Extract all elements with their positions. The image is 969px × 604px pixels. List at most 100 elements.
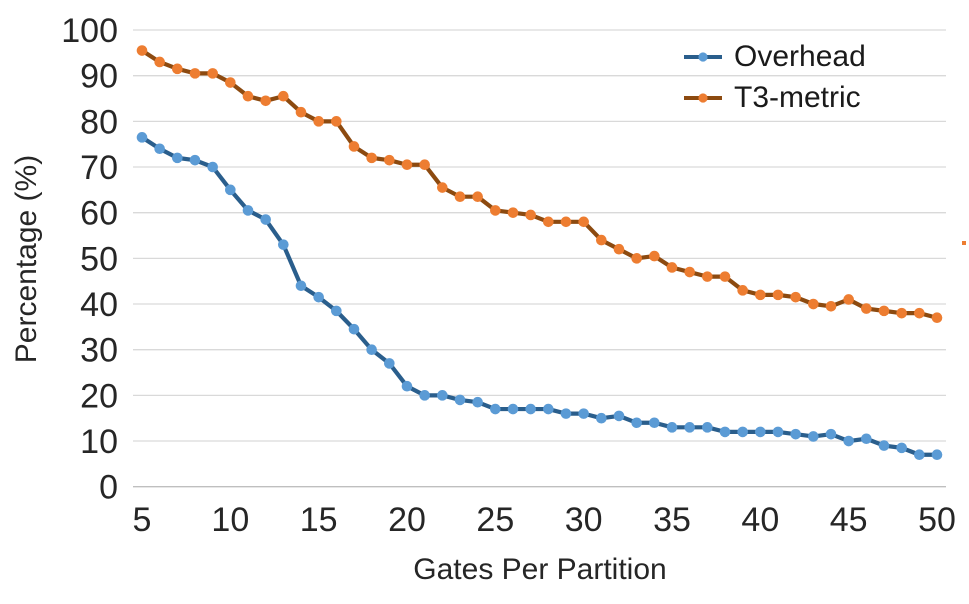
data-point-overhead-x35 <box>666 422 678 433</box>
y-tick-label-40: 40 <box>80 286 118 324</box>
data-point-t3-metric-x49 <box>914 307 925 319</box>
data-point-overhead-x34 <box>649 417 660 429</box>
data-point-overhead-x8 <box>189 154 201 166</box>
data-point-overhead-x23 <box>454 394 466 406</box>
data-point-t3-metric-x37 <box>702 271 713 282</box>
data-point-overhead-x12 <box>260 214 271 225</box>
data-point-overhead-x39 <box>737 426 748 438</box>
data-point-t3-metric-x30 <box>578 216 589 228</box>
data-point-t3-metric-x13 <box>278 90 289 102</box>
y-tick-label-10: 10 <box>80 423 118 461</box>
data-point-t3-metric-x26 <box>507 207 519 218</box>
gridlines <box>133 29 946 488</box>
data-point-t3-metric-x5 <box>136 45 148 56</box>
x-axis-title: Gates Per Partition <box>413 553 667 586</box>
y-axis-title: Percentage (%) <box>10 154 43 364</box>
data-point-overhead-x18 <box>366 344 377 355</box>
x-tick-label-5: 5 <box>133 501 152 539</box>
overhead-series-swatch-icon <box>684 52 722 62</box>
y-tick-label-50: 50 <box>80 240 118 278</box>
data-point-overhead-x47 <box>878 440 890 451</box>
y-tick-label-100: 100 <box>61 12 118 50</box>
y-tick-label-80: 80 <box>80 103 118 141</box>
data-point-overhead-x7 <box>172 152 183 164</box>
x-tick-label-30: 30 <box>565 501 603 539</box>
data-point-t3-metric-x10 <box>225 77 236 88</box>
data-point-overhead-x25 <box>490 403 501 415</box>
data-point-overhead-x9 <box>207 161 218 173</box>
data-point-t3-metric-x38 <box>719 271 731 282</box>
x-tick-label-45: 45 <box>830 501 868 539</box>
data-point-overhead-x31 <box>596 412 607 424</box>
data-point-overhead-x32 <box>613 410 625 422</box>
data-point-t3-metric-x29 <box>560 216 572 228</box>
data-point-t3-metric-x22 <box>437 182 448 193</box>
data-point-overhead-x10 <box>225 184 236 196</box>
y-tick-label-30: 30 <box>80 332 118 370</box>
data-point-t3-metric-x45 <box>843 294 854 305</box>
y-axis-tick-labels: 0 10 20 30 40 50 60 70 80 90 100 <box>61 12 118 507</box>
data-point-overhead-x5 <box>136 132 148 143</box>
data-point-overhead-x17 <box>348 323 360 335</box>
data-point-t3-metric-x7 <box>172 63 183 75</box>
y-tick-label-20: 20 <box>80 377 118 415</box>
data-point-t3-metric-x12 <box>260 95 271 107</box>
legend-label-t3-metric: T3-metric <box>734 81 861 114</box>
data-point-overhead-x14 <box>295 280 307 292</box>
x-tick-label-40: 40 <box>741 501 779 539</box>
data-point-t3-metric-x15 <box>313 116 324 127</box>
stray-orange-speck <box>962 241 966 245</box>
legend-item-overhead: Overhead <box>683 40 866 74</box>
data-point-t3-metric-x33 <box>631 253 642 264</box>
data-point-t3-metric-x35 <box>666 262 678 273</box>
legend-item-t3-metric: T3-metric <box>683 81 866 115</box>
data-point-overhead-x22 <box>437 390 448 401</box>
legend-label-overhead: Overhead <box>734 40 866 73</box>
data-point-t3-metric-x50 <box>931 312 943 324</box>
data-point-t3-metric-x40 <box>755 289 766 301</box>
data-point-overhead-x28 <box>543 403 554 415</box>
x-tick-label-15: 15 <box>300 501 338 539</box>
data-point-t3-metric-x16 <box>331 116 342 127</box>
data-point-t3-metric-x21 <box>419 159 430 171</box>
data-point-t3-metric-x34 <box>649 250 660 262</box>
data-point-t3-metric-x47 <box>878 305 890 317</box>
data-point-t3-metric-x43 <box>808 298 819 310</box>
data-point-overhead-x26 <box>507 403 519 415</box>
x-tick-label-25: 25 <box>476 501 514 539</box>
chart-legend: Overhead T3-metric <box>683 40 866 122</box>
data-point-overhead-x37 <box>702 422 713 433</box>
x-tick-label-10: 10 <box>211 501 249 539</box>
y-tick-label-70: 70 <box>80 149 118 187</box>
data-point-t3-metric-x48 <box>896 307 907 319</box>
data-point-overhead-x15 <box>313 291 324 303</box>
data-point-t3-metric-x44 <box>825 301 837 312</box>
data-point-overhead-x19 <box>384 358 395 369</box>
data-point-overhead-x16 <box>331 305 342 317</box>
data-point-overhead-x48 <box>896 442 907 454</box>
x-tick-label-50: 50 <box>918 501 956 539</box>
data-point-overhead-x36 <box>684 422 695 433</box>
data-point-t3-metric-x17 <box>348 141 360 152</box>
data-point-t3-metric-x39 <box>737 285 748 296</box>
data-point-overhead-x40 <box>755 426 766 438</box>
data-point-t3-metric-x28 <box>543 216 554 228</box>
x-tick-label-35: 35 <box>653 501 691 539</box>
data-point-overhead-x21 <box>419 390 430 401</box>
data-point-overhead-x20 <box>401 380 413 392</box>
data-point-t3-metric-x9 <box>207 68 218 79</box>
data-point-t3-metric-x42 <box>790 291 801 303</box>
series-line-overhead <box>139 135 940 457</box>
series-t3-metric <box>136 45 943 324</box>
data-point-t3-metric-x46 <box>861 303 872 314</box>
data-point-overhead-x27 <box>525 403 536 415</box>
data-point-t3-metric-x6 <box>154 56 165 68</box>
data-point-overhead-x44 <box>825 428 837 440</box>
data-point-t3-metric-x20 <box>401 159 413 171</box>
data-point-t3-metric-x41 <box>772 289 784 301</box>
y-tick-label-90: 90 <box>80 58 118 96</box>
data-point-t3-metric-x25 <box>490 205 501 216</box>
data-point-overhead-x11 <box>242 205 254 216</box>
data-point-t3-metric-x8 <box>189 68 201 79</box>
